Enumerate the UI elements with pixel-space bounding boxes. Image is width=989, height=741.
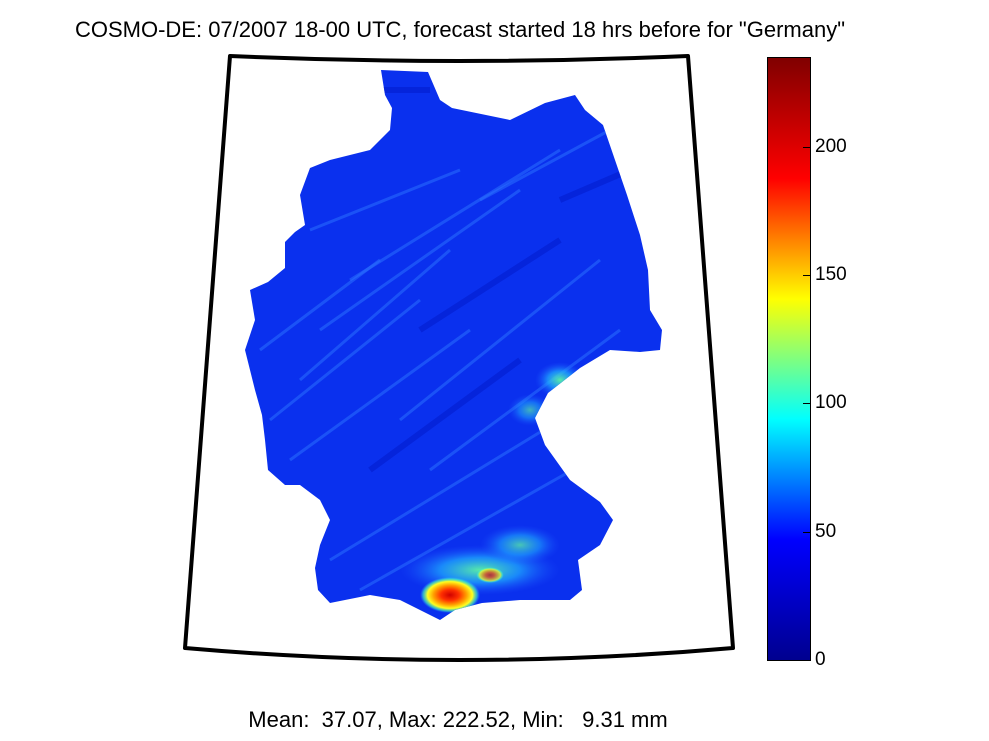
chart-title: COSMO-DE: 07/2007 18-00 UTC, forecast st…: [74, 17, 846, 42]
colorbar-tick-label: 200: [815, 136, 847, 157]
colorbar-tick-mark: [803, 275, 811, 276]
colorbar-tick-mark: [803, 403, 811, 404]
colorbar-tick-label: 50: [815, 521, 837, 542]
germany-precipitation-field: [245, 70, 662, 620]
colorbar-tick-label: 150: [815, 264, 847, 285]
stats-summary: Mean: 37.07, Max: 222.52, Min: 9.31 mm: [248, 707, 668, 732]
colorbar-tick-mark: [803, 660, 811, 661]
map-figure: [183, 54, 735, 662]
colorbar-tick-mark: [803, 532, 811, 533]
colorbar-tick-label: 100: [815, 392, 847, 413]
colorbar-tick-label: 0: [815, 649, 826, 670]
colorbar: [767, 57, 811, 661]
colorbar-tick-mark: [803, 147, 811, 148]
